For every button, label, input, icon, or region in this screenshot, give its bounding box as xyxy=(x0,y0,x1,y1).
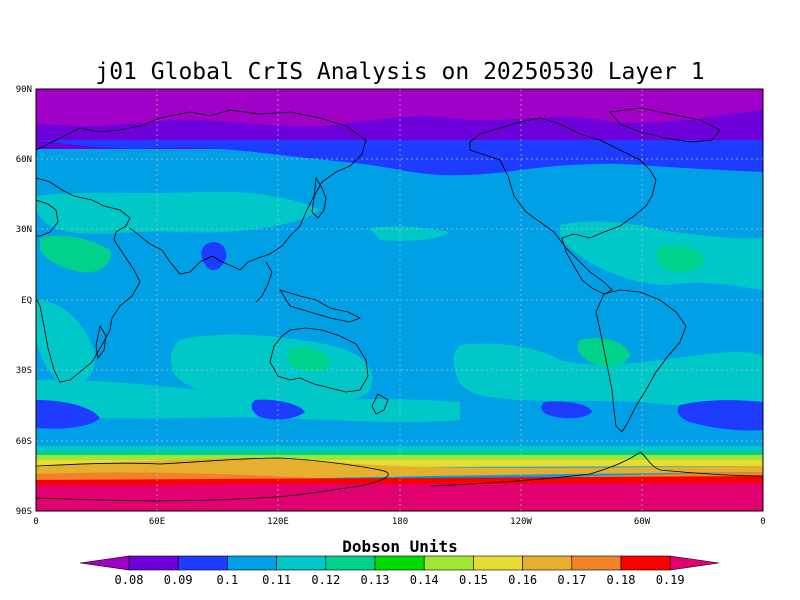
field-so-blue-4 xyxy=(677,400,763,431)
y-tick-label: 90S xyxy=(16,507,32,517)
plot-frame xyxy=(35,88,764,512)
indochina xyxy=(255,261,273,303)
colorbar-level-label: 0.14 xyxy=(410,573,439,587)
x-tick-label: 60E xyxy=(149,517,165,527)
ozone-field xyxy=(36,89,763,511)
band-020 xyxy=(36,483,763,511)
field-so-blue-1 xyxy=(36,400,100,429)
field-africa-north xyxy=(40,235,111,273)
x-tick-label: 60W xyxy=(634,517,651,527)
colorbar-swatch xyxy=(276,555,327,571)
coastlines xyxy=(36,107,763,502)
africa-coast xyxy=(36,177,141,383)
x-tick-label: 120E xyxy=(267,517,289,527)
field-midlat-n xyxy=(36,167,361,191)
field-subarctic xyxy=(36,140,763,176)
colorbar-swatch xyxy=(325,555,376,571)
y-axis: 90N 60N 30N EQ 30S 60S 90S xyxy=(16,85,32,517)
x-axis: 0 60E 120E 180 120W 60W 0 xyxy=(33,517,765,527)
field-australia-teal xyxy=(170,334,373,405)
y-tick-label: EQ xyxy=(21,296,32,306)
antarctica-west xyxy=(429,451,763,487)
colorbar: 0.08 0.09 0.1 0.11 0.12 0.13 0.14 0.15 0.16 0.17 0… xyxy=(79,555,720,587)
colorbar-level-label: 0.08 xyxy=(115,573,144,587)
colorbar-swatch xyxy=(374,555,425,571)
field-atlantic-peak xyxy=(656,245,705,273)
colorbar-swatch xyxy=(423,555,474,571)
field-south-atlantic xyxy=(453,343,763,411)
field-so-blue-3 xyxy=(541,401,592,419)
new-zealand xyxy=(371,393,389,415)
colorbar-level-label: 0.15 xyxy=(459,573,488,587)
field-southamerica-peak xyxy=(577,338,630,367)
colorbar-min-arrow xyxy=(79,555,130,571)
x-tick-label: 0 xyxy=(760,517,765,527)
band-013 xyxy=(36,451,763,456)
field-pacific-north xyxy=(370,226,450,241)
x-tick-label: 120W xyxy=(510,517,532,527)
madagascar xyxy=(95,324,107,359)
map-title: j01 Global CrIS Analysis on 20250530 Lay… xyxy=(95,59,704,85)
colorbar-level-label: 0.16 xyxy=(508,573,537,587)
colorbar-swatch xyxy=(620,555,671,571)
field-southern-ocean-teal xyxy=(36,379,460,423)
colorbar-level-label: 0.13 xyxy=(361,573,390,587)
colorbar-level-label: 0.1 xyxy=(217,573,239,587)
colorbar-swatch xyxy=(227,555,277,571)
colorbar-level-label: 0.09 xyxy=(164,573,193,587)
australia xyxy=(269,327,369,393)
x-tick-label: 180 xyxy=(392,517,408,527)
band-012 xyxy=(36,446,763,452)
y-tick-label: 60S xyxy=(16,437,32,447)
band-015 xyxy=(36,455,763,460)
colorbar-level-label: 0.12 xyxy=(311,573,340,587)
colorbar-max-arrow xyxy=(669,555,720,571)
field-arctic-peak xyxy=(36,89,763,127)
colorbar-swatch xyxy=(522,555,573,571)
north-america xyxy=(469,117,657,295)
y-tick-label: 30N xyxy=(16,225,32,235)
antarctica-east xyxy=(36,457,389,502)
indonesia xyxy=(279,289,361,323)
x-tick-label: 0 xyxy=(33,517,38,527)
gridlines xyxy=(36,89,763,511)
units-label: Dobson Units xyxy=(342,537,458,556)
y-tick-label: 60N xyxy=(16,155,32,165)
colorbar-level-label: 0.18 xyxy=(607,573,636,587)
field-australia-peak xyxy=(287,347,330,372)
colorbar-swatch xyxy=(128,555,179,571)
field-eurasia-teal xyxy=(36,191,320,234)
band-017-bulge xyxy=(200,457,330,468)
greenland xyxy=(609,107,721,143)
colorbar-level-label: 0.17 xyxy=(557,573,586,587)
y-tick-label: 90N xyxy=(16,85,32,95)
colorbar-swatch xyxy=(473,555,523,571)
japan xyxy=(311,176,327,219)
south-america xyxy=(595,289,687,433)
colorbar-level-label: 0.19 xyxy=(656,573,685,587)
field-tibet-low xyxy=(201,242,227,271)
field-africa-south xyxy=(36,300,95,385)
y-tick-label: 30S xyxy=(16,366,32,376)
colorbar-level-label: 0.11 xyxy=(262,573,291,587)
mediterranean xyxy=(36,199,59,237)
colorbar-swatch xyxy=(571,555,622,571)
colorbar-swatch xyxy=(177,555,228,571)
